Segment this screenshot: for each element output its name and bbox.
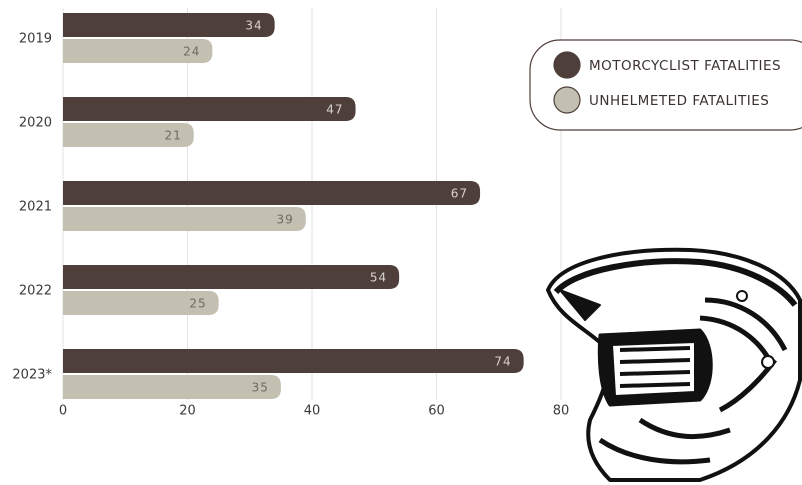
bar xyxy=(63,265,400,289)
bar xyxy=(63,375,281,399)
value-label: 25 xyxy=(189,297,206,311)
bar xyxy=(63,13,275,37)
x-tick-label: 0 xyxy=(59,404,67,419)
bar xyxy=(63,291,219,315)
bars: 2019 34 24 2020 47 21 2021 67 39 2022 54 25 2023* 74 3… xyxy=(12,13,524,399)
legend-label: MOTORCYCLIST FATALITIES xyxy=(589,58,781,74)
y-tick-label: 2021 xyxy=(19,200,52,215)
bar xyxy=(63,97,356,121)
legend-box xyxy=(529,39,802,131)
value-label: 54 xyxy=(370,271,387,285)
bar xyxy=(63,123,194,147)
value-label: 34 xyxy=(245,19,262,33)
value-label: 21 xyxy=(164,129,181,143)
y-tick-label: 2019 xyxy=(19,32,52,47)
y-tick-label: 2023* xyxy=(12,368,52,383)
x-tick-label: 20 xyxy=(179,404,196,419)
x-tick-label: 60 xyxy=(428,404,445,419)
legend-swatch xyxy=(553,51,581,79)
bar xyxy=(63,39,213,63)
bar xyxy=(63,181,481,205)
value-label: 67 xyxy=(451,187,468,201)
helmet-illustration xyxy=(546,247,802,482)
legend-label: UNHELMETED FATALITIES xyxy=(589,93,769,109)
value-label: 35 xyxy=(252,381,269,395)
legend: MOTORCYCLIST FATALITIES UNHELMETED FATALI… xyxy=(553,51,781,114)
x-tick-label: 80 xyxy=(553,404,570,419)
x-tick-label: 40 xyxy=(304,404,321,419)
bar xyxy=(63,349,524,373)
legend-swatch xyxy=(553,86,581,114)
y-tick-label: 2022 xyxy=(19,284,52,299)
value-label: 74 xyxy=(494,355,511,369)
y-tick-label: 2020 xyxy=(19,116,52,131)
value-label: 24 xyxy=(183,45,200,59)
value-label: 39 xyxy=(276,213,293,227)
bar xyxy=(63,207,306,231)
value-label: 47 xyxy=(326,103,343,117)
